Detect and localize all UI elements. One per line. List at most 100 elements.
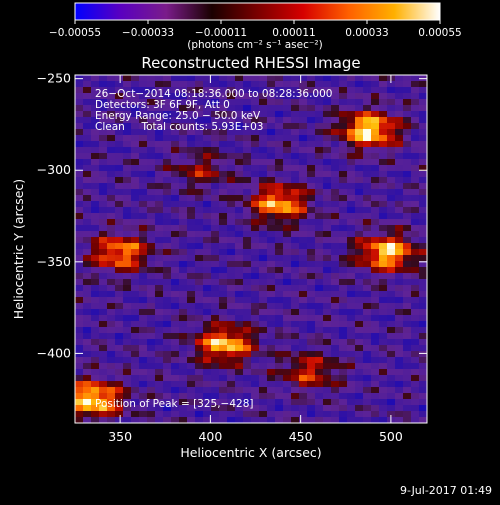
heatmap-cell	[139, 213, 148, 220]
heatmap-cell	[363, 135, 372, 142]
heatmap-cell	[131, 135, 140, 142]
heatmap-cell	[219, 81, 228, 88]
heatmap-cell	[99, 351, 108, 358]
heatmap-cell	[323, 243, 332, 250]
heatmap-cell	[115, 195, 124, 202]
heatmap-cell	[99, 183, 108, 190]
heatmap-cell	[155, 75, 164, 82]
heatmap-cell	[227, 303, 236, 310]
heatmap-cell	[371, 159, 380, 166]
heatmap-cell	[403, 141, 412, 148]
heatmap-cell	[307, 135, 316, 142]
heatmap-cell	[299, 147, 308, 154]
heatmap-cell	[323, 177, 332, 184]
heatmap-cell	[379, 309, 388, 316]
heatmap-cell	[411, 207, 420, 214]
heatmap-cell	[419, 243, 427, 250]
heatmap-cell	[99, 291, 108, 298]
heatmap-cell	[347, 309, 356, 316]
heatmap-cell	[243, 381, 252, 388]
heatmap-cell	[195, 153, 204, 160]
heatmap-cell	[411, 195, 420, 202]
heatmap-cell	[227, 87, 236, 94]
heatmap-cell	[267, 201, 276, 208]
heatmap-cell	[379, 291, 388, 298]
heatmap-cell	[155, 165, 164, 172]
heatmap-cell	[147, 225, 156, 232]
heatmap-cell	[379, 417, 388, 423]
heatmap-cell	[395, 147, 404, 154]
heatmap-cell	[235, 387, 244, 394]
heatmap-cell	[379, 261, 388, 268]
heatmap-cell	[267, 393, 276, 400]
heatmap-cell	[411, 111, 420, 118]
heatmap-cell	[363, 231, 372, 238]
heatmap-cell	[243, 273, 252, 280]
heatmap-cell	[155, 303, 164, 310]
heatmap-cell	[203, 303, 212, 310]
heatmap-cell	[107, 315, 116, 322]
heatmap-cell	[323, 117, 332, 124]
heatmap-cell	[363, 291, 372, 298]
heatmap-cell	[403, 243, 412, 250]
heatmap-cell	[395, 93, 404, 100]
heatmap-cell	[363, 381, 372, 388]
heatmap-cell	[315, 117, 324, 124]
heatmap-cell	[323, 207, 332, 214]
heatmap-cell	[411, 273, 420, 280]
heatmap-cell	[187, 285, 196, 292]
heatmap-cell	[139, 105, 148, 112]
heatmap-cell	[307, 267, 316, 274]
heatmap-cell	[267, 147, 276, 154]
heatmap-cell	[171, 363, 180, 370]
heatmap-cell	[331, 369, 340, 376]
heatmap-cell	[307, 81, 316, 88]
heatmap-cell	[339, 153, 348, 160]
heatmap-cell	[283, 273, 292, 280]
heatmap-cell	[291, 411, 300, 418]
heatmap-cell	[267, 333, 276, 340]
heatmap-cell	[411, 243, 420, 250]
heatmap-cell	[363, 87, 372, 94]
heatmap-cell	[75, 81, 84, 88]
heatmap-cell	[299, 291, 308, 298]
heatmap-cell	[323, 321, 332, 328]
heatmap-cell	[147, 249, 156, 256]
heatmap-cell	[115, 237, 124, 244]
heatmap-cell	[107, 387, 116, 394]
heatmap-cell	[75, 417, 84, 423]
heatmap-cell	[91, 219, 100, 226]
heatmap-cell	[115, 309, 124, 316]
heatmap-cell	[363, 165, 372, 172]
heatmap-cell	[195, 339, 204, 346]
heatmap-cell	[163, 165, 172, 172]
heatmap-cell	[315, 405, 324, 412]
heatmap-cell	[251, 153, 260, 160]
heatmap-cell	[211, 93, 220, 100]
heatmap-cell	[107, 171, 116, 178]
heatmap-cell	[179, 93, 188, 100]
heatmap-cell	[75, 405, 84, 412]
heatmap-cell	[355, 399, 364, 406]
heatmap-cell	[155, 387, 164, 394]
heatmap-cell	[219, 177, 228, 184]
heatmap-cell	[99, 267, 108, 274]
heatmap-cell	[283, 231, 292, 238]
heatmap-cell	[75, 225, 84, 232]
heatmap-cell	[363, 327, 372, 334]
heatmap-cell	[411, 123, 420, 130]
heatmap-cell	[115, 369, 124, 376]
heatmap-cell	[123, 207, 132, 214]
heatmap-cell	[83, 369, 92, 376]
heatmap-cell	[179, 99, 188, 106]
heatmap-cell	[163, 405, 172, 412]
heatmap-cell	[363, 117, 372, 124]
heatmap-cell	[275, 81, 284, 88]
heatmap-cell	[123, 153, 132, 160]
heatmap-cell	[387, 255, 396, 262]
heatmap-cell	[387, 177, 396, 184]
heatmap-cell	[387, 201, 396, 208]
heatmap-cell	[91, 249, 100, 256]
heatmap-cell	[403, 297, 412, 304]
heatmap-cell	[235, 93, 244, 100]
